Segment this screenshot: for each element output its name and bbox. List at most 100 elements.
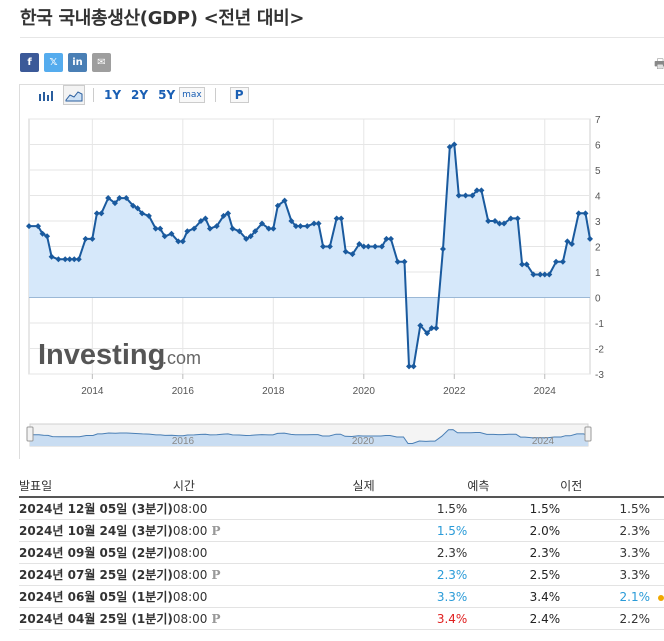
data-point[interactable]: [48, 253, 55, 260]
data-point[interactable]: [514, 215, 521, 222]
data-point[interactable]: [134, 205, 141, 212]
data-point[interactable]: [496, 220, 503, 227]
data-point[interactable]: [184, 228, 191, 235]
data-point[interactable]: [292, 223, 299, 230]
table-row[interactable]: 2024년 07월 25일 (2분기) 08:00 P 2.3% 2.5% 3.3%: [19, 563, 664, 586]
print-icon[interactable]: 🖶: [654, 57, 664, 69]
data-point[interactable]: [39, 230, 46, 237]
data-point[interactable]: [564, 238, 571, 245]
data-point[interactable]: [455, 192, 462, 199]
data-point[interactable]: [297, 223, 304, 230]
data-point[interactable]: [537, 271, 544, 278]
data-point[interactable]: [446, 144, 453, 151]
data-point[interactable]: [433, 325, 440, 332]
data-point[interactable]: [252, 228, 259, 235]
data-point[interactable]: [485, 218, 492, 224]
data-point[interactable]: [123, 195, 130, 202]
table-row[interactable]: 2024년 04월 25일 (1분기) 08:00 P 3.4% 2.4% 2.2%: [19, 607, 664, 630]
facebook-icon[interactable]: f: [20, 53, 39, 72]
data-point[interactable]: [428, 325, 435, 332]
data-point[interactable]: [575, 210, 582, 217]
data-point[interactable]: [523, 261, 530, 268]
preliminary-toggle-button[interactable]: P: [229, 87, 249, 103]
data-point[interactable]: [82, 235, 89, 242]
data-point[interactable]: [288, 218, 295, 224]
data-point[interactable]: [311, 220, 318, 227]
range-5y-button[interactable]: 5Y: [158, 88, 176, 102]
data-point[interactable]: [44, 233, 51, 240]
data-point[interactable]: [89, 235, 96, 242]
data-point[interactable]: [451, 141, 458, 148]
data-point[interactable]: [220, 212, 227, 219]
data-point[interactable]: [424, 330, 431, 337]
data-point[interactable]: [507, 215, 514, 222]
data-point[interactable]: [559, 258, 566, 265]
data-point[interactable]: [168, 230, 175, 237]
table-row[interactable]: 2024년 06월 05일 (1분기) 08:00 3.3% 3.4% 2.1%: [19, 585, 664, 608]
data-point[interactable]: [191, 225, 198, 232]
data-point[interactable]: [387, 235, 394, 242]
data-point[interactable]: [179, 238, 186, 245]
data-point[interactable]: [130, 202, 137, 209]
data-point[interactable]: [333, 215, 340, 222]
data-point[interactable]: [417, 322, 424, 329]
data-point[interactable]: [401, 258, 408, 265]
data-point[interactable]: [197, 218, 204, 224]
data-point[interactable]: [410, 363, 417, 370]
data-point[interactable]: [530, 271, 537, 278]
data-point[interactable]: [213, 223, 220, 230]
data-point[interactable]: [320, 243, 327, 250]
data-point[interactable]: [26, 223, 32, 230]
data-point[interactable]: [75, 256, 82, 263]
data-point[interactable]: [315, 220, 322, 227]
data-point[interactable]: [478, 187, 485, 194]
data-point[interactable]: [469, 192, 476, 199]
data-point[interactable]: [202, 215, 209, 222]
data-point[interactable]: [236, 228, 243, 235]
data-point[interactable]: [157, 225, 164, 232]
data-point[interactable]: [473, 187, 480, 194]
data-point[interactable]: [206, 225, 213, 232]
data-point[interactable]: [243, 235, 250, 242]
data-point[interactable]: [105, 195, 112, 202]
range-max-button[interactable]: max: [179, 87, 205, 103]
data-point[interactable]: [93, 210, 100, 217]
data-point[interactable]: [175, 238, 182, 245]
data-point[interactable]: [247, 233, 254, 240]
data-point[interactable]: [281, 197, 288, 204]
data-point[interactable]: [406, 363, 413, 370]
data-point[interactable]: [349, 251, 356, 258]
data-point[interactable]: [383, 235, 390, 242]
data-point[interactable]: [501, 220, 508, 227]
range-1y-button[interactable]: 1Y: [104, 88, 122, 102]
data-point[interactable]: [587, 235, 593, 242]
data-point[interactable]: [152, 225, 159, 232]
table-row[interactable]: 2024년 12월 05일 (3분기) 08:00 1.5% 1.5% 1.5%: [19, 497, 664, 520]
data-point[interactable]: [553, 258, 560, 265]
navigator-handle[interactable]: [26, 426, 34, 442]
data-point[interactable]: [229, 225, 236, 232]
bar-chart-icon[interactable]: [35, 85, 57, 105]
data-point[interactable]: [582, 210, 589, 217]
table-row[interactable]: 2024년 09월 05일 (2분기) 08:00 2.3% 2.3% 3.3%: [19, 541, 664, 564]
data-point[interactable]: [326, 243, 333, 250]
data-point[interactable]: [139, 210, 146, 217]
linkedin-icon[interactable]: in: [68, 53, 87, 72]
data-point[interactable]: [35, 223, 42, 230]
range-2y-button[interactable]: 2Y: [131, 88, 149, 102]
data-point[interactable]: [360, 243, 367, 250]
data-point[interactable]: [338, 215, 345, 222]
data-point[interactable]: [519, 261, 526, 268]
data-point[interactable]: [439, 246, 446, 253]
area-chart-icon[interactable]: [63, 85, 85, 105]
data-point[interactable]: [274, 202, 281, 209]
data-point[interactable]: [98, 210, 105, 217]
data-point[interactable]: [116, 195, 123, 202]
navigator[interactable]: 2016 2020 2024: [26, 423, 592, 447]
data-point[interactable]: [145, 212, 152, 219]
data-point[interactable]: [161, 233, 168, 240]
data-point[interactable]: [491, 218, 498, 224]
data-point[interactable]: [225, 210, 232, 217]
data-point[interactable]: [270, 225, 277, 232]
data-point[interactable]: [365, 243, 372, 250]
